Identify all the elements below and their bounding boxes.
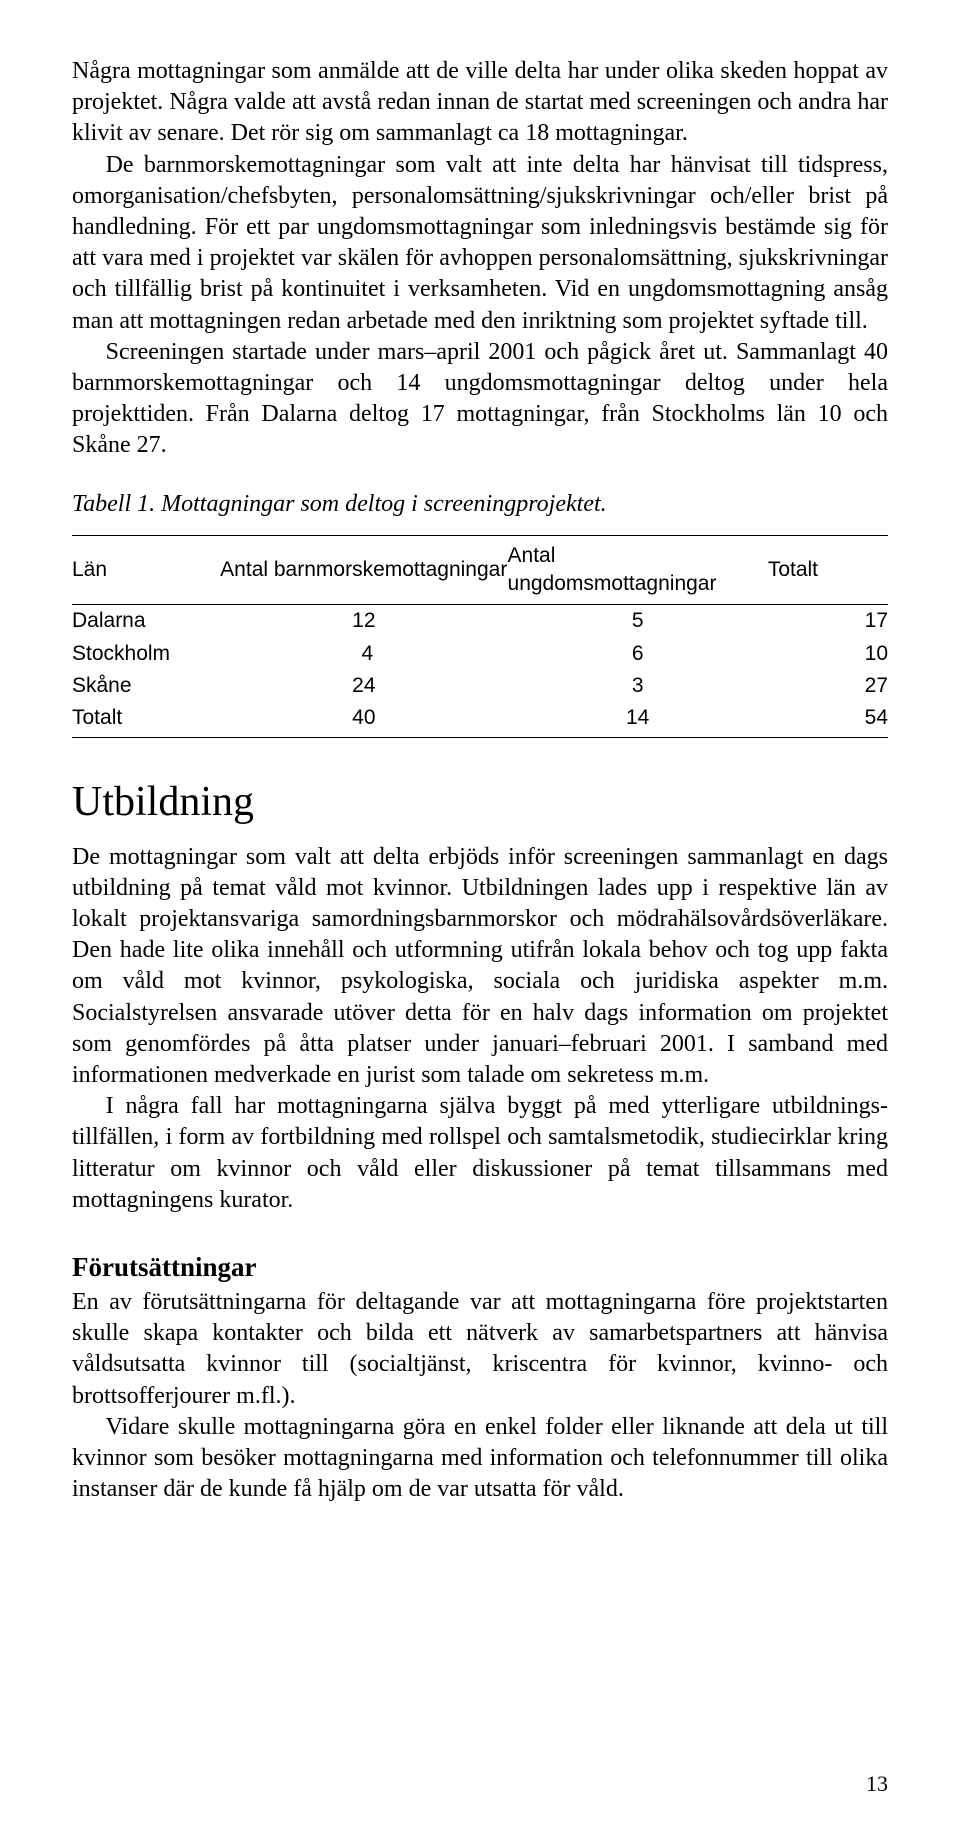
participation-table: Län Antal barnmorskemottagningar Antal u… (72, 535, 888, 738)
forutsattningar-paragraph-2: Vidare skulle mottagningarna göra en enk… (72, 1412, 888, 1506)
utbildning-paragraph-1: De mottagningar som valt att delta erbjö… (72, 842, 888, 1092)
table-row: Stockholm 4 6 10 (72, 638, 888, 670)
utbildning-paragraph-2: I några fall har mottagningarna själva b… (72, 1091, 888, 1216)
table-header-row: Län Antal barnmorskemottagningar Antal u… (72, 535, 888, 605)
forutsattningar-paragraph-1: En av förutsättningarna för deltagande v… (72, 1287, 888, 1412)
cell-lan: Stockholm (72, 638, 220, 670)
table-row: Skåne 24 3 27 (72, 670, 888, 702)
cell-um: 5 (508, 605, 768, 638)
body-paragraph-2: De barnmorskemottagningar som valt att i… (72, 150, 888, 337)
cell-tot: 54 (768, 702, 888, 737)
cell-um: 6 (508, 638, 768, 670)
th-lan: Län (72, 535, 220, 605)
section-heading-utbildning: Utbildning (72, 778, 888, 826)
cell-tot: 27 (768, 670, 888, 702)
th-bm: Antal barnmorskemottagningar (220, 535, 507, 605)
table-row: Totalt 40 14 54 (72, 702, 888, 737)
body-paragraph-1: Några mottagningar som anmälde att de vi… (72, 56, 888, 150)
cell-tot: 17 (768, 605, 888, 638)
th-um: Antal ungdomsmottagningar (508, 535, 768, 605)
cell-bm: 12 (220, 605, 507, 638)
subsection-heading-forutsattningar: Förutsättningar (72, 1252, 888, 1283)
th-tot: Totalt (768, 535, 888, 605)
table-row: Dalarna 12 5 17 (72, 605, 888, 638)
cell-lan: Dalarna (72, 605, 220, 638)
page-number: 13 (866, 1771, 888, 1797)
cell-um: 3 (508, 670, 768, 702)
table-caption: Tabell 1. Mottagningar som deltog i scre… (72, 489, 888, 520)
body-paragraph-3: Screeningen startade under mars–april 20… (72, 337, 888, 462)
cell-bm: 40 (220, 702, 507, 737)
cell-lan: Totalt (72, 702, 220, 737)
cell-tot: 10 (768, 638, 888, 670)
cell-um: 14 (508, 702, 768, 737)
cell-bm: 24 (220, 670, 507, 702)
cell-lan: Skåne (72, 670, 220, 702)
page: Några mottagningar som anmälde att de vi… (0, 0, 960, 1825)
cell-bm: 4 (220, 638, 507, 670)
